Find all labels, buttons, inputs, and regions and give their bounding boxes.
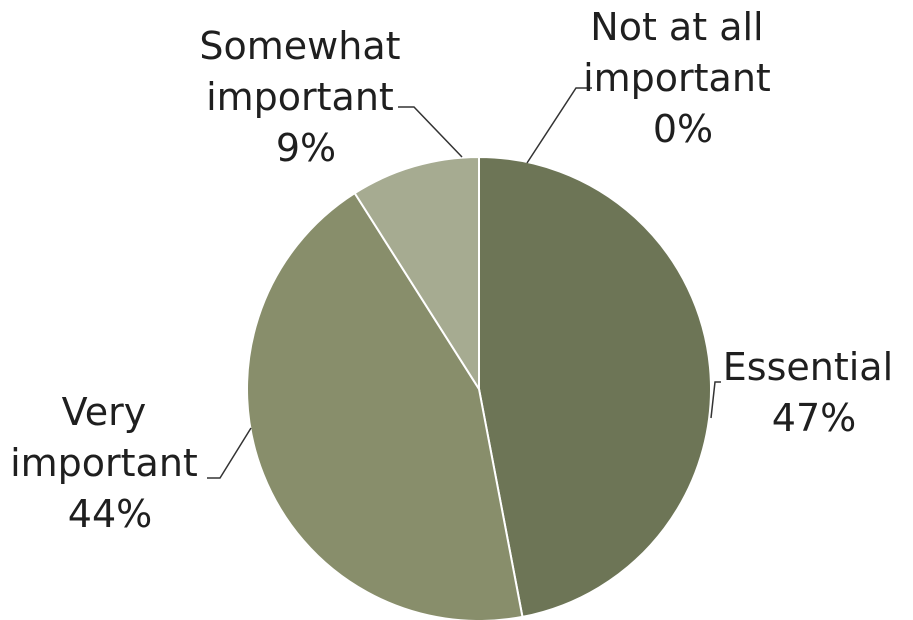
label-very-important-line2: important: [10, 441, 198, 485]
leader-line-somewhat-important: [398, 106, 463, 158]
label-essential-line1: Essential: [723, 345, 893, 389]
leader-line-very-important: [207, 427, 252, 479]
label-very-important-line1: Very: [62, 390, 147, 434]
label-not-at-all-important: Not at all important 0%: [583, 5, 783, 151]
label-somewhat-important-line1: Somewhat: [199, 24, 400, 68]
label-not-at-all-important-line2: important: [583, 56, 771, 100]
pie-slice-essential: [478, 155, 712, 619]
label-somewhat-important-value: 9%: [276, 126, 336, 170]
label-not-at-all-important-value: 0%: [653, 107, 713, 151]
label-somewhat-important-line2: important: [206, 75, 394, 119]
label-not-at-all-important-line1: Not at all: [590, 5, 763, 49]
label-essential-value: 47%: [772, 396, 856, 440]
pie-slice-very-important: [246, 191, 524, 620]
label-essential: Essential 47%: [723, 345, 905, 440]
leader-line-not-at-all-important: [526, 87, 592, 164]
leader-line-essential: [710, 381, 721, 419]
label-somewhat-important: Somewhat important 9%: [199, 24, 412, 170]
label-very-important-value: 44%: [68, 492, 152, 536]
label-very-important: Very important 44%: [10, 390, 210, 536]
pie-slices: [246, 155, 712, 620]
pie-slice-somewhat-important: [353, 155, 480, 393]
